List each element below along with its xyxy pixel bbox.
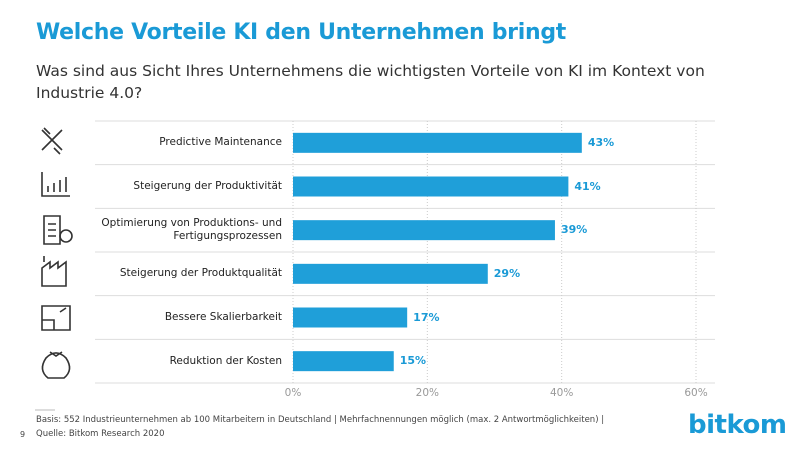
value-label: 29% — [493, 266, 521, 280]
page-number: 9 — [20, 430, 26, 439]
category-label: Predictive Maintenance — [159, 136, 282, 149]
document-icon — [43, 215, 61, 245]
logo: bitkom — [688, 410, 787, 440]
value-label: 17% — [413, 310, 440, 324]
bar — [293, 351, 394, 372]
category-label: Bessere Skalierbarkeit — [164, 311, 282, 323]
x-tick-label: 60% — [684, 387, 708, 399]
chart-icon — [41, 172, 70, 197]
money-bag-icon — [41, 351, 71, 379]
icons — [35, 127, 73, 411]
value-label: 39% — [560, 223, 588, 237]
footnote: Basis: 552 Industrieunternehmen ab 100 M… — [36, 415, 605, 425]
category-label: Reduktion der Kosten — [169, 354, 282, 367]
x-tick-label: 40% — [549, 387, 574, 399]
x-tick-label: 0% — [284, 387, 302, 399]
value-label: 43% — [587, 135, 615, 149]
chart-title: Welche Vorteile KI den Unternehmen bring… — [36, 20, 566, 45]
category-label: Optimierung von Produktions- und Fertigu… — [101, 217, 282, 243]
value-label: 41% — [574, 179, 601, 193]
chart-subtitle: Was sind aus Sicht Ihres Unternehmens di… — [36, 62, 705, 102]
bar — [293, 263, 488, 284]
bar — [293, 176, 569, 197]
bar — [293, 307, 408, 328]
source: Quelle: Bitkom Research 2020 — [36, 429, 165, 439]
factory-icon — [41, 256, 67, 287]
x-tick-label: 20% — [415, 387, 439, 399]
value-label: 15% — [399, 354, 427, 368]
bar — [293, 220, 555, 241]
category-label: Steigerung der Produktivität — [133, 180, 282, 192]
scale-icon — [41, 305, 71, 331]
check-icon — [59, 229, 73, 243]
category-label: Steigerung der Produktqualität — [119, 267, 282, 280]
bar — [293, 132, 582, 153]
tools-icon — [41, 127, 63, 155]
